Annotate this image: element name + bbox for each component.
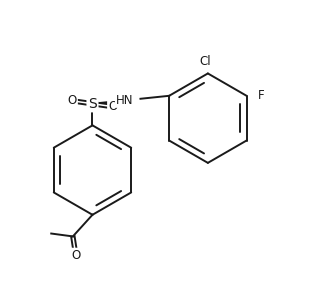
Text: HN: HN bbox=[116, 94, 133, 107]
Text: F: F bbox=[258, 89, 265, 102]
Text: Cl: Cl bbox=[199, 55, 211, 69]
Text: O: O bbox=[71, 249, 80, 262]
Text: S: S bbox=[88, 97, 97, 111]
Text: O: O bbox=[68, 94, 77, 107]
Text: O: O bbox=[108, 100, 117, 113]
